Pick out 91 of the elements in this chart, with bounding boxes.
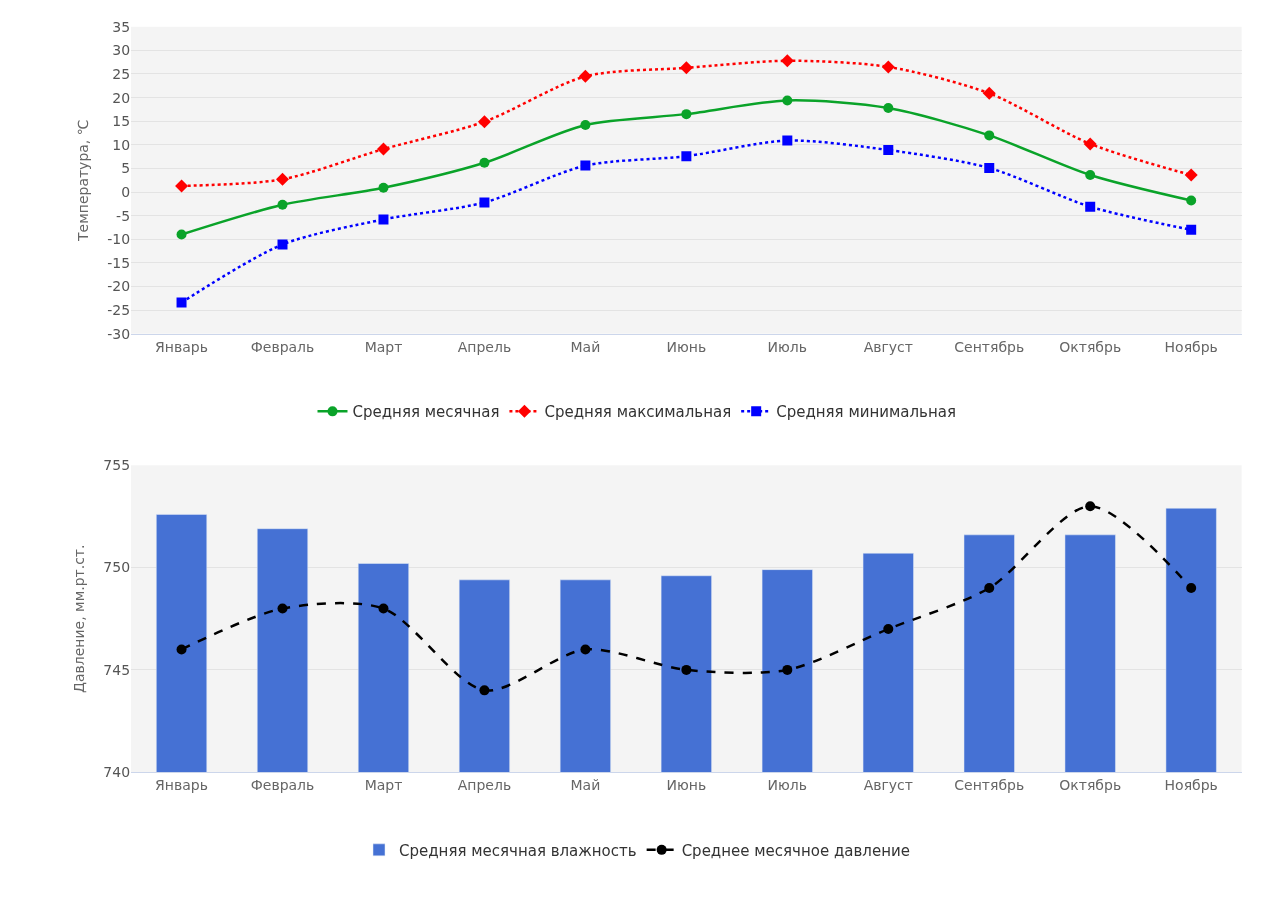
legend-label: Средняя месячная xyxy=(352,403,500,422)
point xyxy=(1085,201,1096,212)
point xyxy=(1085,170,1096,181)
y-tick-label: -15 xyxy=(107,254,131,271)
y-tick-label: 35 xyxy=(112,18,131,35)
y-tick-label: 20 xyxy=(112,89,131,106)
x-tick-label: Апрель xyxy=(457,777,512,794)
point xyxy=(782,135,793,146)
point xyxy=(984,583,995,594)
point xyxy=(982,86,996,100)
x-tick-label: Март xyxy=(364,777,403,794)
point xyxy=(376,142,390,156)
y-tick-label: 0 xyxy=(121,183,131,200)
x-tick-label: Октябрь xyxy=(1059,777,1122,794)
y-tick-label: -20 xyxy=(107,278,131,295)
point xyxy=(176,229,187,240)
point xyxy=(477,115,491,129)
point xyxy=(378,214,389,225)
point xyxy=(681,109,692,120)
point xyxy=(1085,501,1096,512)
legend-label: Средняя месячная влажность xyxy=(399,841,637,860)
point xyxy=(175,179,189,193)
x-tick-label: Август xyxy=(863,777,913,794)
point xyxy=(580,119,591,130)
x-tick-label: Июль xyxy=(767,338,808,355)
y-tick-label: -25 xyxy=(107,302,131,319)
point xyxy=(681,151,692,162)
point xyxy=(782,664,793,675)
x-tick-label: Январь xyxy=(155,777,208,794)
legend-label: Среднее месячное давление xyxy=(681,841,910,860)
y-axis-title: Давление, мм.рт.ст. xyxy=(70,544,87,693)
x-tick-label: Сентябрь xyxy=(954,338,1025,355)
legend-label: Средняя минимальная xyxy=(776,403,956,422)
y-tick-label: 30 xyxy=(112,42,131,59)
point xyxy=(479,157,490,168)
point xyxy=(378,603,389,614)
y-tick-label: 25 xyxy=(112,65,131,82)
point xyxy=(883,145,894,156)
point xyxy=(176,297,187,308)
y-tick-label: -30 xyxy=(107,325,131,342)
x-tick-label: Август xyxy=(863,338,913,355)
y-tick-label: 740 xyxy=(103,764,131,781)
x-tick-label: Октябрь xyxy=(1059,338,1122,355)
y-tick-label: 15 xyxy=(112,113,131,130)
point xyxy=(277,239,288,250)
point xyxy=(1083,137,1097,151)
point xyxy=(1186,195,1197,206)
point xyxy=(277,603,288,614)
point xyxy=(782,95,793,106)
x-tick-label: Март xyxy=(364,338,403,355)
x-tick-label: Июль xyxy=(767,777,808,794)
x-tick-label: Январь xyxy=(155,338,208,355)
x-tick-label: Ноябрь xyxy=(1164,338,1218,355)
x-tick-label: Май xyxy=(570,777,601,794)
point xyxy=(1186,224,1197,235)
point xyxy=(679,61,693,75)
point xyxy=(580,644,591,655)
point xyxy=(1186,583,1197,594)
x-tick-label: Ноябрь xyxy=(1164,777,1218,794)
point xyxy=(984,162,995,173)
legend-label: Средняя максимальная xyxy=(544,403,732,422)
y-tick-label: 5 xyxy=(121,160,131,177)
x-tick-label: Май xyxy=(570,338,601,355)
y-tick-label: -5 xyxy=(116,207,131,224)
x-tick-label: Апрель xyxy=(457,338,512,355)
x-tick-label: Сентябрь xyxy=(954,777,1025,794)
point xyxy=(276,172,290,186)
y-tick-label: -10 xyxy=(107,231,131,248)
x-tick-label: Февраль xyxy=(250,777,315,794)
y-tick-label: 755 xyxy=(103,457,131,474)
x-tick-label: Июнь xyxy=(666,338,707,355)
y-tick-label: 10 xyxy=(112,136,131,153)
point xyxy=(479,685,490,696)
x-tick-label: Февраль xyxy=(250,338,315,355)
point xyxy=(1184,168,1198,182)
point xyxy=(881,60,895,74)
point xyxy=(580,160,591,171)
point xyxy=(780,54,794,68)
point xyxy=(681,664,692,675)
y-tick-label: 745 xyxy=(103,661,131,678)
point xyxy=(277,199,288,210)
point xyxy=(883,623,894,634)
y-axis-title: Температура, ℃ xyxy=(74,119,91,242)
x-tick-label: Июнь xyxy=(666,777,707,794)
point xyxy=(578,69,592,83)
point xyxy=(378,182,389,193)
point xyxy=(479,197,490,208)
point xyxy=(984,130,995,141)
y-tick-label: 750 xyxy=(103,559,131,576)
point xyxy=(883,102,894,113)
point xyxy=(176,644,187,655)
